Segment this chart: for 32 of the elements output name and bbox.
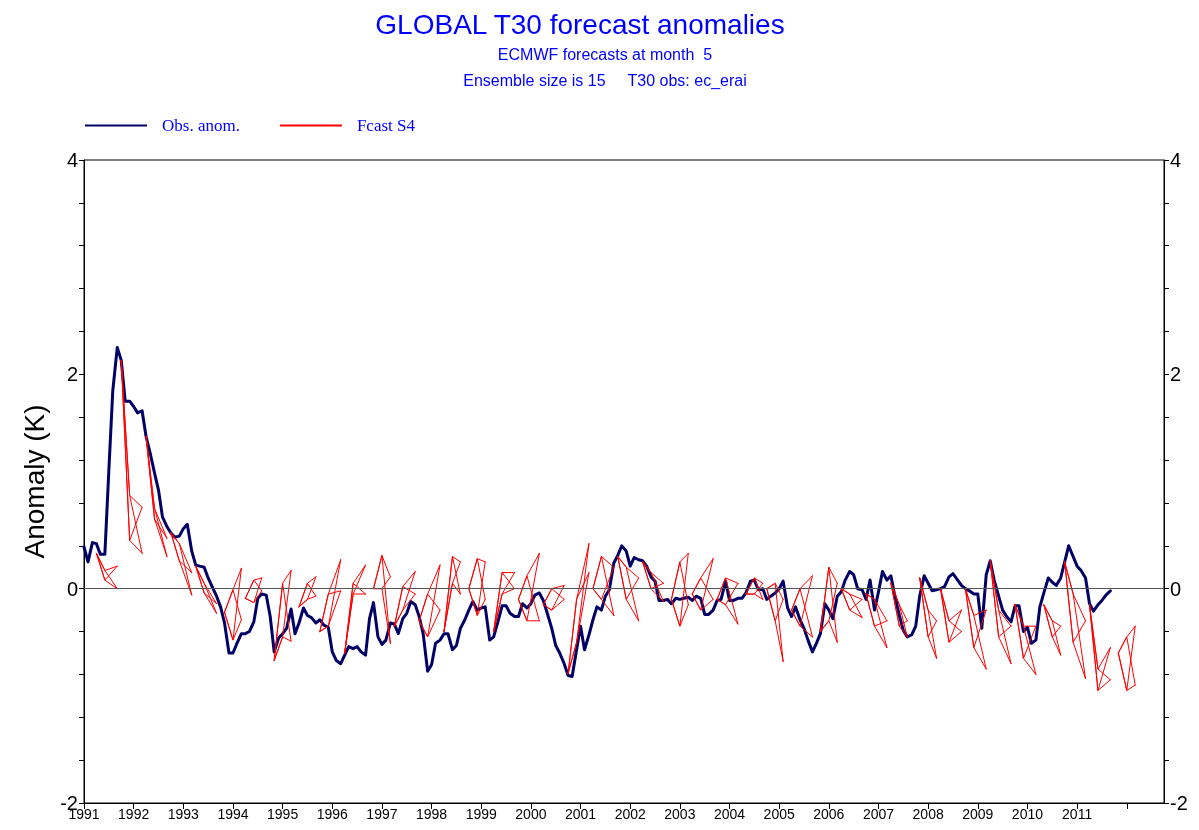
x-tick-label: 2007 [862, 806, 895, 822]
x-tick-label: 1999 [465, 806, 498, 822]
x-tick-label: 2011 [1062, 806, 1093, 822]
x-tick-label: 2010 [1011, 806, 1044, 822]
y2-tick-label: 0 [1170, 577, 1182, 600]
chart-subtitle: ECMWF forecasts at month 5 Ensemble size is 15 T30 obs: ec_erai [463, 45, 747, 90]
x-tick-label: 1998 [416, 806, 448, 822]
x-tick-label: 2005 [763, 806, 795, 822]
x-tick-label: 1992 [118, 806, 150, 822]
x-tick-label: 2009 [962, 806, 994, 822]
x-tick-label: 1996 [316, 806, 349, 822]
x-tick-label: 2008 [912, 806, 944, 822]
x-tick-label: 2001 [564, 806, 597, 822]
y2-tick-label: -2 [1170, 792, 1188, 814]
x-tick-label: 1993 [167, 806, 200, 822]
y-tick-label: 2 [66, 363, 78, 386]
x-tick-label: 1994 [217, 806, 249, 822]
x-tick-label: 2004 [713, 806, 746, 822]
y-axis-title: Anomaly (K) [18, 404, 50, 559]
legend-label: Fcast S4 [356, 116, 416, 135]
x-tick-label: 2000 [515, 806, 547, 822]
y2-tick-label: 4 [1170, 149, 1182, 171]
legend-label: Obs. anom. [162, 116, 240, 135]
x-tick-label: 2003 [664, 806, 696, 822]
x-tick-label: 2006 [813, 806, 845, 822]
x-tick-label: 1995 [267, 806, 299, 822]
chart-title: GLOBAL T30 forecast anomalies [375, 8, 785, 40]
x-tick-label: 1997 [366, 806, 398, 822]
y-tick-label: 0 [66, 577, 78, 600]
y-tick-label: 4 [66, 149, 78, 171]
x-tick-label: 2002 [614, 806, 646, 822]
y2-tick-label: 2 [1170, 363, 1182, 386]
